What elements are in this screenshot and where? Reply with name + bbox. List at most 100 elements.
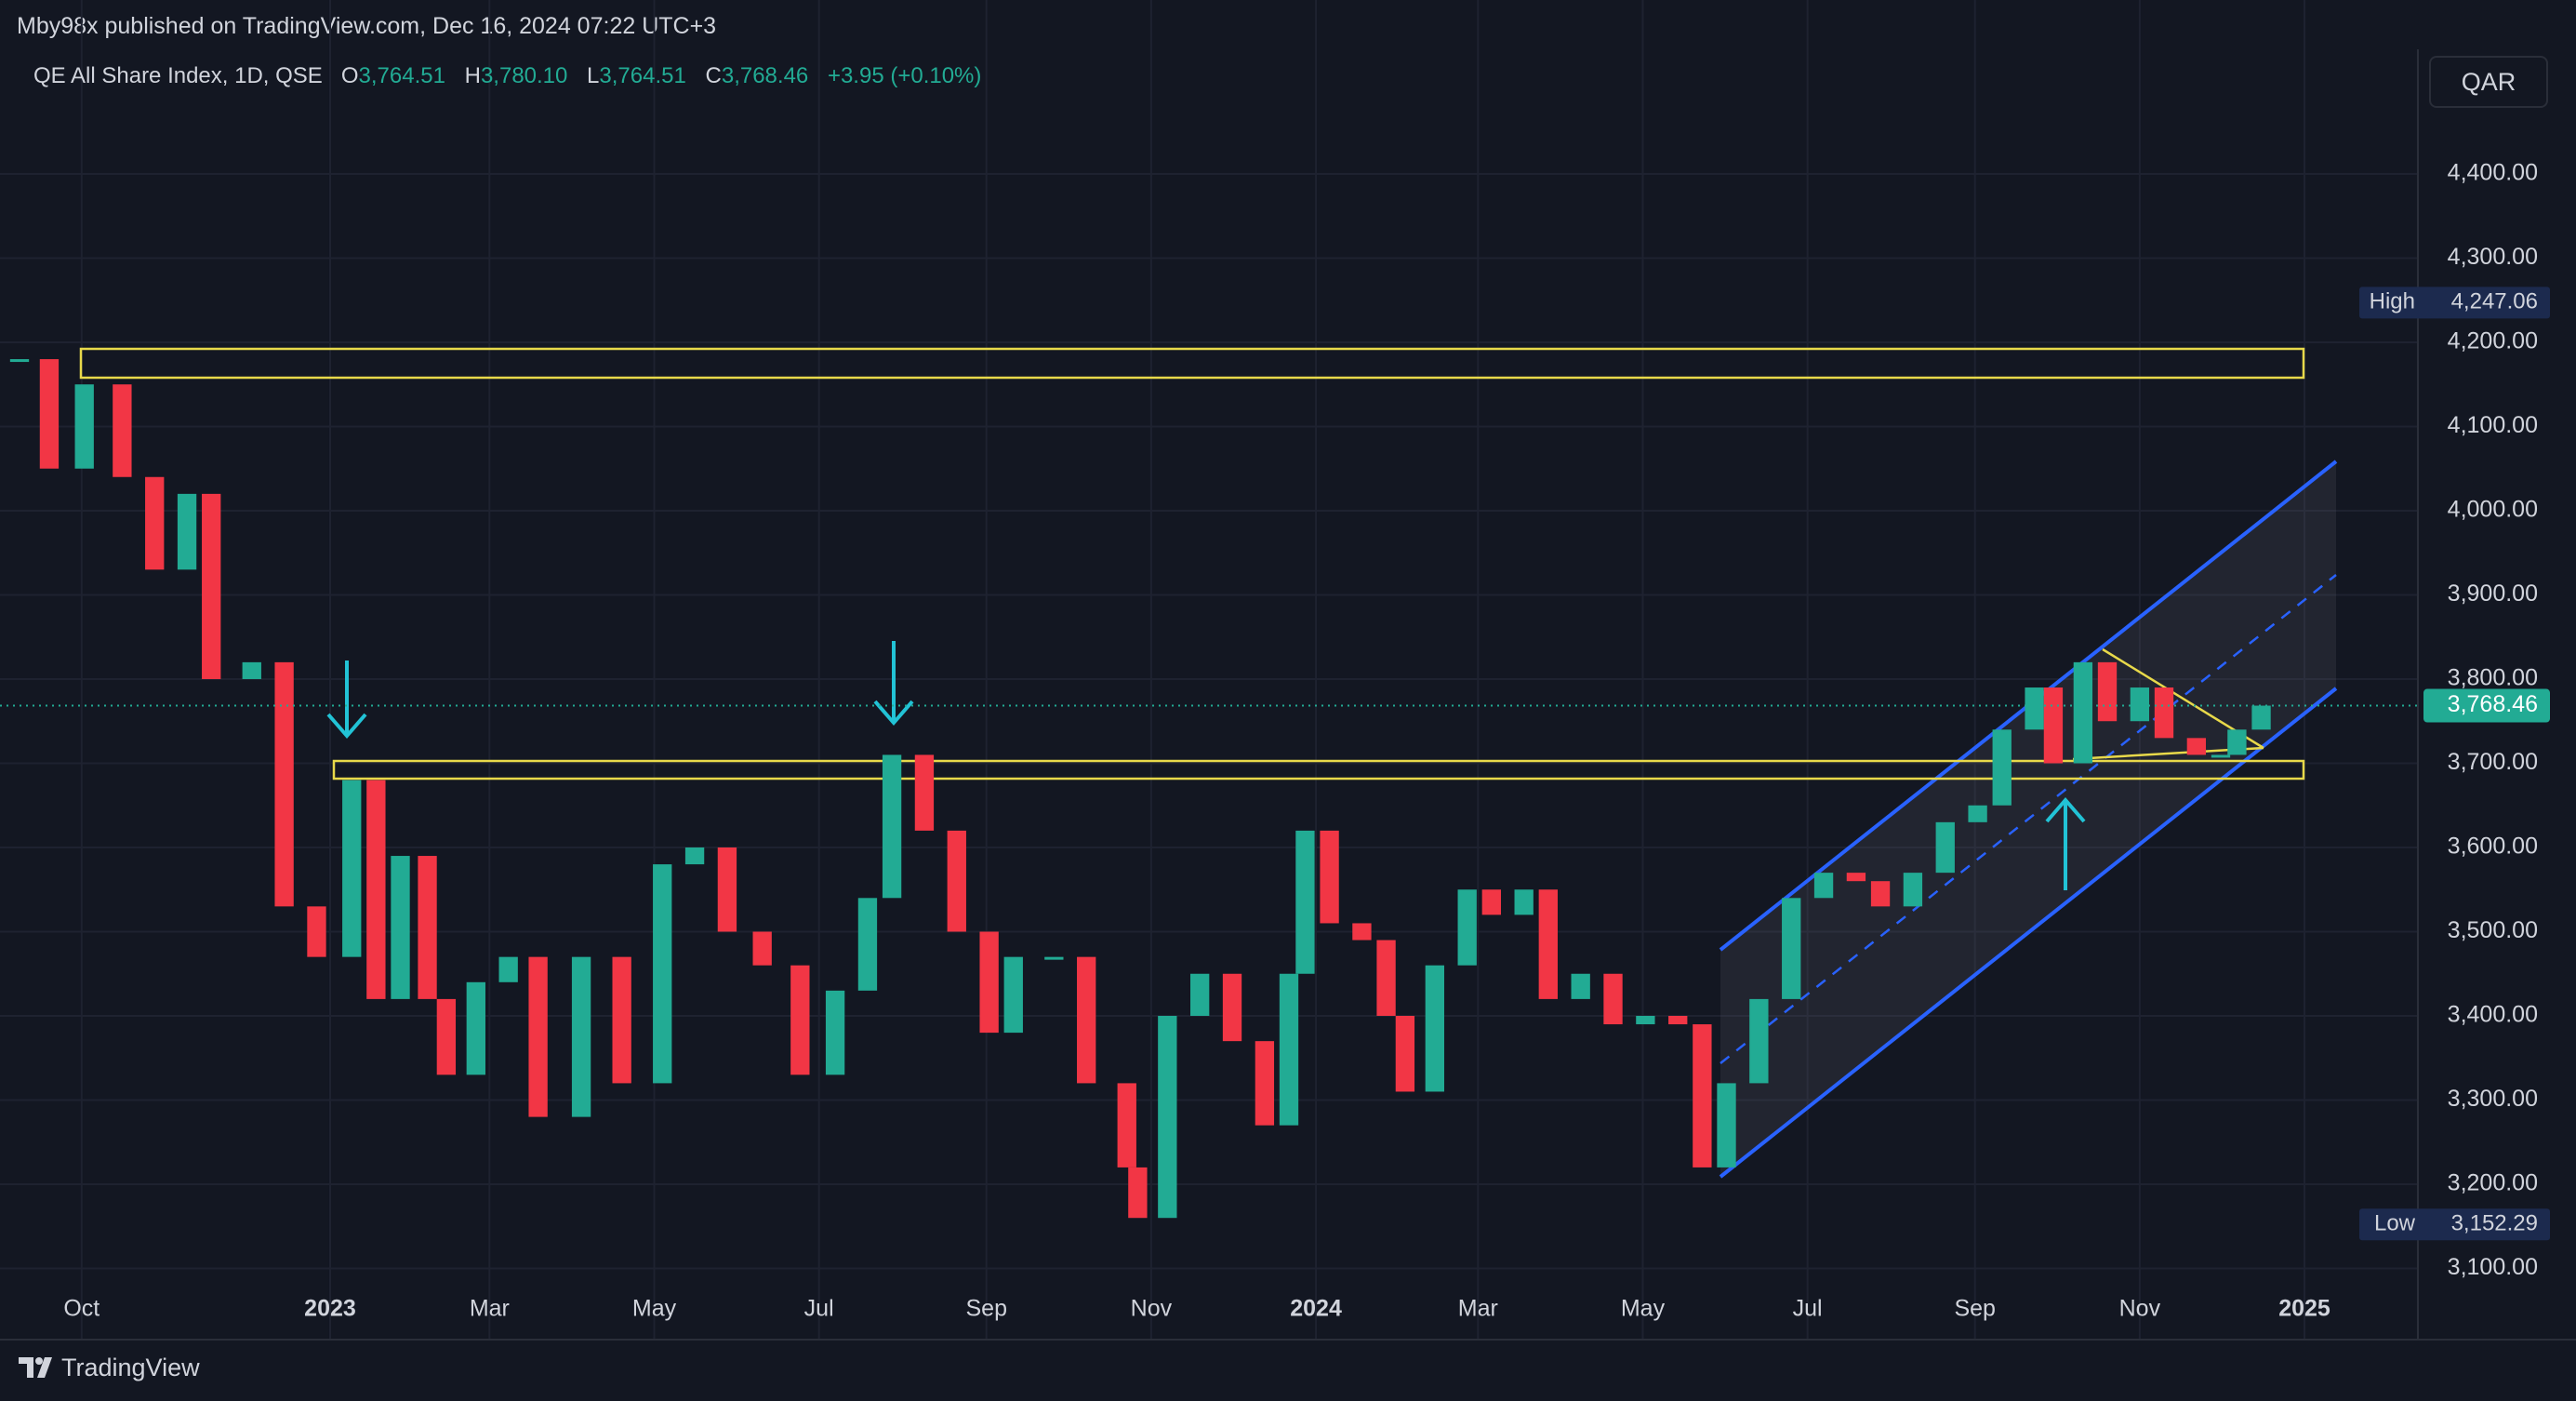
candle xyxy=(947,830,966,932)
candle xyxy=(1481,889,1501,915)
candle xyxy=(1425,965,1445,1092)
brand: TradingView xyxy=(61,1354,200,1381)
plot-bg xyxy=(0,49,2418,1331)
candle xyxy=(1457,889,1477,966)
candle xyxy=(1044,956,1064,960)
x-tick-label: 2025 xyxy=(2278,1296,2330,1322)
x-tick-label: May xyxy=(1621,1296,1666,1322)
price-tags: 3,768.46 High 4,247.06 Low 3,152.29 xyxy=(0,287,2550,1241)
candle xyxy=(2211,754,2231,758)
candle xyxy=(2097,661,2118,722)
high: 3,780.10 xyxy=(480,63,568,88)
currency-button[interactable]: QAR xyxy=(2429,56,2548,108)
candle xyxy=(113,384,132,477)
x-tick-label: Nov xyxy=(1131,1296,1173,1322)
candles xyxy=(9,359,2271,1219)
publisher: Mby98x published on TradingView.com, Dec… xyxy=(17,13,717,39)
candle xyxy=(2043,687,2064,764)
candle xyxy=(1514,889,1534,915)
arrow-down xyxy=(873,641,914,727)
last-price-label: 3,768.46 xyxy=(2448,691,2538,717)
last-price-tag xyxy=(2423,688,2550,723)
extreme-tag xyxy=(2359,287,2550,319)
candle xyxy=(528,956,548,1117)
candle xyxy=(39,359,60,469)
extreme-value: 3,152.29 xyxy=(2451,1211,2538,1236)
candle xyxy=(914,754,935,831)
logo xyxy=(19,1357,52,1378)
y-tick-label: 4,100.00 xyxy=(2448,412,2538,438)
y-tick-label: 4,000.00 xyxy=(2448,497,2538,523)
candle xyxy=(1870,881,1891,907)
y-tick-label: 3,300.00 xyxy=(2448,1086,2538,1112)
candle xyxy=(1968,805,1987,822)
candle xyxy=(1376,940,1396,1017)
candle xyxy=(2251,705,2271,730)
candle xyxy=(1003,956,1023,1034)
close-label: C xyxy=(705,63,722,88)
candle xyxy=(1077,956,1096,1084)
candle xyxy=(1749,998,1769,1084)
x-tick-label: May xyxy=(632,1296,677,1322)
x-tick-label: Jul xyxy=(1793,1296,1823,1322)
candle xyxy=(979,931,999,1034)
candle xyxy=(717,847,737,932)
candle xyxy=(2073,661,2093,764)
candle xyxy=(1222,973,1242,1042)
extreme-name: High xyxy=(2370,289,2415,314)
extreme-name: Low xyxy=(2374,1211,2416,1236)
candle xyxy=(2025,687,2044,730)
y-tick-label: 3,500.00 xyxy=(2448,917,2538,943)
candle xyxy=(274,661,294,907)
candle xyxy=(1128,1167,1148,1219)
symbol: QE All Share Index, 1D, QSE xyxy=(33,63,323,88)
candle xyxy=(366,780,386,999)
candle xyxy=(307,906,326,957)
candle xyxy=(684,847,705,865)
candle xyxy=(418,856,437,999)
candle xyxy=(74,384,94,469)
y-tick-label: 3,400.00 xyxy=(2448,1002,2538,1028)
support-zone xyxy=(332,759,2305,781)
candle xyxy=(752,931,772,966)
candle xyxy=(1117,1083,1136,1168)
arrows xyxy=(326,641,2086,890)
candle xyxy=(2154,687,2174,739)
x-tick-label: Nov xyxy=(2119,1296,2161,1322)
low: 3,764.51 xyxy=(599,63,686,88)
y-tick-label: 3,700.00 xyxy=(2448,749,2538,775)
candle xyxy=(1935,821,1955,874)
channel-lower xyxy=(1719,687,2338,1179)
x-tick-label: Mar xyxy=(1458,1296,1498,1322)
candle xyxy=(2227,729,2247,755)
candle xyxy=(1603,973,1623,1025)
close: 3,768.46 xyxy=(721,63,809,88)
low-label: L xyxy=(587,63,600,88)
extreme-tag xyxy=(2359,1208,2550,1241)
x-tick-label: 2023 xyxy=(304,1296,356,1322)
candle xyxy=(466,981,485,1075)
logo-mark xyxy=(19,1357,52,1378)
candle xyxy=(1395,1016,1415,1092)
candle xyxy=(1813,873,1834,899)
resistance-zone xyxy=(79,347,2305,380)
x-tick-label: Mar xyxy=(470,1296,510,1322)
candle xyxy=(1668,1016,1688,1025)
candle xyxy=(1903,873,1923,907)
y-tick-label: 4,300.00 xyxy=(2448,244,2538,270)
x-tick-label: Sep xyxy=(1954,1296,1995,1322)
candle xyxy=(1352,923,1372,941)
y-tick-label: 3,100.00 xyxy=(2448,1254,2538,1280)
candle xyxy=(825,990,845,1075)
candle xyxy=(9,359,30,363)
x-tick-label: Sep xyxy=(965,1296,1006,1322)
arrow-up xyxy=(2045,796,2086,890)
candle xyxy=(1158,1016,1177,1219)
candle xyxy=(1279,973,1299,1126)
candle xyxy=(790,965,810,1075)
x-tick-label: 2024 xyxy=(1290,1296,1342,1322)
candle xyxy=(1717,1083,1736,1168)
high-label: H xyxy=(464,63,481,88)
